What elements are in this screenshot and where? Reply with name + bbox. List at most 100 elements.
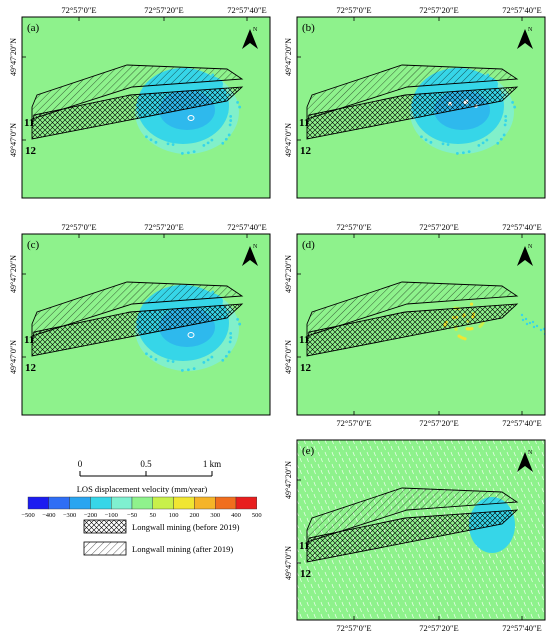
north-arrow: N <box>517 450 533 472</box>
map-svg-e: (e) 11 12 N 72°57′0″E 72°57′20″E 72°57′40″E 49°… <box>284 439 546 633</box>
lon-tick-label: 72°57′40″E <box>502 222 542 232</box>
colorbar-cell <box>131 496 153 510</box>
colorbar-tick-label: −100 <box>104 512 117 519</box>
colorbar-tick-label: 300 <box>210 512 220 519</box>
map-frame <box>21 16 271 199</box>
map-panel-d: (d) 11 12 N 72°57′0″E 72°57′20″E 72°57′40″E 72°… <box>275 217 550 434</box>
lon-tick-label: 72°57′20″E <box>419 623 459 633</box>
lon-tick-label: 72°57′20″E <box>419 418 459 428</box>
panel-number-12: 12 <box>25 145 37 157</box>
longwall-before-2019 <box>306 303 519 357</box>
lat-tick-label: 49°47′20″N <box>284 255 293 293</box>
panel-number-12: 12 <box>300 568 312 580</box>
longwall-panels <box>306 281 519 357</box>
lat-tick-label: 49°47′0″N <box>9 340 18 374</box>
legend-swatch-after <box>83 541 127 556</box>
longwall-panels <box>31 64 244 140</box>
lat-tick-label: 49°47′20″N <box>9 38 18 76</box>
longwall-panels <box>306 487 519 563</box>
map-svg-a: (a) 11 12 N 72°57′0″E 72°57′20″E 72°57′40″E 49°… <box>9 5 271 199</box>
north-label: N <box>253 244 258 250</box>
colorbar-cell <box>194 496 216 510</box>
colorbar-tick-label: 100 <box>169 512 179 519</box>
legend-swatch-before <box>83 519 127 534</box>
longwall-before-2019 <box>306 509 519 563</box>
lon-tick-label: 72°57′20″E <box>419 5 459 15</box>
scale-tick-0: 0 <box>78 459 83 469</box>
colorbar-tick-label: 50 <box>150 512 157 519</box>
colorbar-title: LOS displacement velocity (mm/year) <box>77 484 208 494</box>
colorbar-ticks: −500 −400 −300 −200 −100 −50 50 100 200 300 400 500 <box>21 512 261 519</box>
panel-number-12: 12 <box>300 362 312 374</box>
map-frame <box>296 16 546 199</box>
north-arrow: N <box>242 27 258 49</box>
longwall-before-2019 <box>31 303 244 357</box>
panel-number-11: 11 <box>299 334 309 346</box>
colorbar-tick-label: −300 <box>63 512 76 519</box>
longwall-before-2019 <box>31 86 244 140</box>
legend-label-before: Longwall mining (before 2019) <box>132 522 240 532</box>
colorbar-tick-label: −200 <box>84 512 97 519</box>
scale-tick-2: 1 km <box>203 459 221 469</box>
north-arrow: N <box>242 244 258 266</box>
colorbar-cell <box>90 496 112 510</box>
colorbar-tick-label: −500 <box>21 512 34 519</box>
panel-number-11: 11 <box>299 117 309 129</box>
map-svg-d: (d) 11 12 N 72°57′0″E 72°57′20″E 72°57′40″E 72°… <box>284 222 546 428</box>
colorbar-cell <box>152 496 174 510</box>
north-label: N <box>528 27 533 33</box>
north-arrow: N <box>517 27 533 49</box>
lat-tick-label: 49°47′0″N <box>284 340 293 374</box>
map-frame <box>296 439 546 621</box>
lon-tick-label: 72°57′0″E <box>61 222 96 232</box>
panel-number-11: 11 <box>24 334 34 346</box>
map-frame <box>21 233 271 416</box>
colorbar-cell <box>27 496 49 510</box>
legend-label-after: Longwall mining (after 2019) <box>132 544 233 554</box>
panel-label: (e) <box>302 445 315 457</box>
lon-tick-label: 72°57′20″E <box>144 222 184 232</box>
lon-tick-label: 72°57′40″E <box>502 418 542 428</box>
scale-tick-1: 0.5 <box>140 459 152 469</box>
map-panel-c: (c) 11 12 N 72°57′0″E 72°57′20″E 72°57′40″E 49°… <box>0 217 275 434</box>
colorbar <box>27 496 257 510</box>
panel-number-12: 12 <box>25 362 37 374</box>
panel-label: (b) <box>302 22 315 34</box>
map-panel-e: (e) 11 12 N 72°57′0″E 72°57′20″E 72°57′40″E 49°… <box>275 428 550 638</box>
panel-label: (c) <box>27 239 40 251</box>
north-label: N <box>253 27 258 33</box>
lon-tick-label: 72°57′40″E <box>227 222 267 232</box>
lat-tick-label: 49°47′20″N <box>9 255 18 293</box>
longwall-before-2019 <box>306 86 519 140</box>
lon-tick-label: 72°57′40″E <box>502 623 542 633</box>
colorbar-tick-label: 400 <box>231 512 241 519</box>
north-arrow: N <box>517 244 533 266</box>
panel-label: (a) <box>27 22 40 34</box>
lon-tick-label: 72°57′0″E <box>336 623 371 633</box>
map-svg-b: (b) 11 12 N 72°57′0″E 72°57′20″E 72°57′40″E 49°… <box>284 5 546 199</box>
north-label: N <box>528 450 533 456</box>
panel-number-12: 12 <box>300 145 312 157</box>
colorbar-cell <box>69 496 91 510</box>
map-panel-b: (b) 11 12 N 72°57′0″E 72°57′20″E 72°57′40″E 49°… <box>275 0 550 217</box>
lat-tick-label: 49°47′20″N <box>284 38 293 76</box>
colorbar-cell <box>173 496 195 510</box>
map-frame <box>296 233 546 416</box>
panel-number-11: 11 <box>299 540 309 552</box>
longwall-panels <box>306 64 519 140</box>
map-svg-c: (c) 11 12 N 72°57′0″E 72°57′20″E 72°57′40″E 49°… <box>9 222 271 416</box>
colorbar-cell <box>110 496 133 510</box>
colorbar-tick-label: 200 <box>190 512 200 519</box>
map-panel-a: (a) 11 12 N 72°57′0″E 72°57′20″E 72°57′40″E 49°… <box>0 0 275 217</box>
lon-tick-label: 72°57′0″E <box>336 222 371 232</box>
scale-bar: 0 0.5 1 km <box>78 459 221 477</box>
lon-tick-label: 72°57′20″E <box>144 5 184 15</box>
colorbar-tick-label: 500 <box>252 512 262 519</box>
lon-tick-label: 72°57′40″E <box>227 5 267 15</box>
lat-tick-label: 49°47′20″N <box>284 461 293 499</box>
colorbar-cell <box>235 496 257 510</box>
colorbar-cell <box>214 496 237 510</box>
panel-number-11: 11 <box>24 117 34 129</box>
map-legend: 0 0.5 1 km LOS displacement velocity (mm… <box>14 455 276 575</box>
colorbar-cell <box>48 496 70 510</box>
